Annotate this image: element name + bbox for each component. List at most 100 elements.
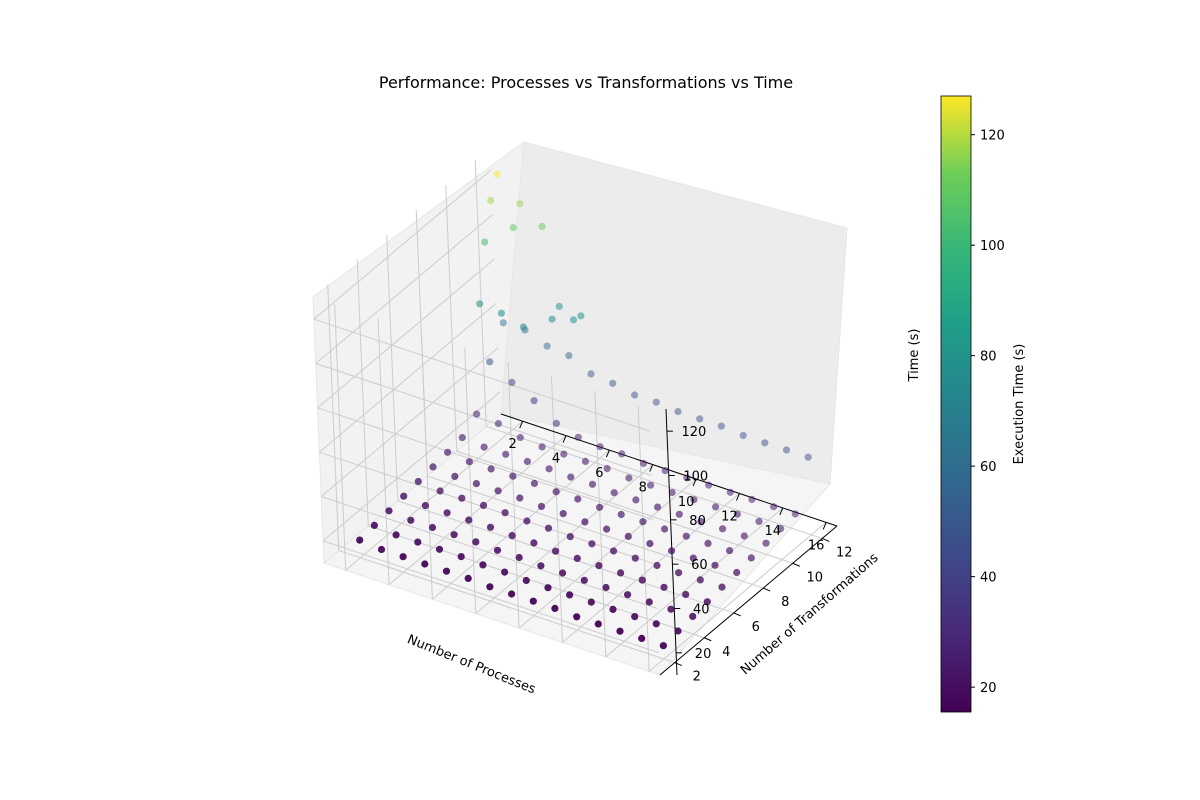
scatter-point — [400, 492, 408, 500]
scatter-point — [652, 398, 660, 406]
x-tick-mark — [605, 449, 610, 458]
scatter-point — [377, 545, 386, 554]
scatter-point — [538, 443, 546, 451]
scatter-point — [523, 517, 531, 525]
scatter-point — [609, 379, 617, 387]
x-grid-back — [464, 347, 477, 614]
z-grid-back — [315, 363, 652, 476]
ticks-layer: 2 4 6 8 10 12 14 16 2 4 6 8 10 12 20 40 60 80 100 120 — [509, 421, 853, 685]
scatter-point — [537, 502, 546, 510]
z-tick-label: 40 — [693, 603, 710, 618]
x-tick-mark — [649, 464, 654, 472]
scatter-point — [675, 569, 683, 577]
scatter-point — [508, 590, 516, 598]
scatter-point — [747, 554, 755, 562]
scatter-point — [739, 431, 747, 440]
x-tick-label: 2 — [509, 437, 517, 452]
scatter-point — [559, 509, 567, 518]
scatter-point — [442, 567, 451, 575]
colorbar-tick-label: 80 — [980, 350, 997, 365]
scatter-point — [537, 562, 545, 570]
x-tick-label: 16 — [808, 538, 825, 553]
scatter-point — [399, 553, 407, 561]
scatter-point — [522, 576, 530, 585]
scatter-point — [444, 448, 452, 456]
colorbar-gradient — [940, 95, 972, 713]
scatter-point — [610, 547, 618, 555]
scatter-point — [519, 323, 528, 331]
y-tick-label: 10 — [806, 570, 823, 585]
scatter-point — [421, 560, 429, 568]
scatter-point — [494, 420, 502, 428]
scatter-point — [464, 574, 472, 583]
scatter-point — [638, 634, 646, 643]
scatter-point — [733, 568, 741, 577]
scatter-point — [573, 554, 581, 563]
scatter-point — [704, 539, 712, 548]
x-grid-floor — [345, 420, 523, 571]
scatter-point — [697, 518, 705, 526]
scatter-point — [385, 507, 393, 515]
y-grid-floor — [397, 500, 734, 614]
x-grid-back — [637, 405, 650, 672]
scatter-point — [668, 488, 676, 497]
scatter-point — [486, 523, 495, 531]
z-grid-back — [313, 318, 651, 432]
scatter-point — [370, 521, 378, 530]
scatter-point — [603, 525, 611, 533]
colorbar-ticks: 20 40 60 80 100 120 — [971, 129, 1005, 696]
colorbar-tick-label: 60 — [980, 460, 997, 475]
x-grid-back — [550, 376, 563, 643]
scatter-point — [458, 434, 466, 442]
y-grid-left — [445, 185, 458, 452]
scatter-point — [472, 538, 480, 546]
z-grid-left — [315, 214, 494, 364]
x-grid-floor — [475, 464, 654, 614]
scatter-point — [414, 538, 422, 546]
scatter-point — [581, 518, 589, 526]
scatter-point — [646, 540, 654, 548]
scatter-point — [653, 561, 661, 570]
grid-lines — [313, 160, 827, 672]
scatter-point — [587, 598, 595, 606]
z-grid-left — [313, 169, 492, 320]
scatter-point — [545, 465, 553, 473]
colorbar: 20 40 60 80 100 120 Execution Time (s) — [940, 95, 1027, 713]
scatter-point — [494, 487, 502, 495]
scatter-point — [624, 591, 632, 599]
scatter-point — [667, 605, 675, 613]
scatter-point — [481, 238, 489, 246]
scatter-point — [711, 561, 719, 569]
scatter-point — [543, 342, 551, 350]
scatter-point — [631, 391, 639, 399]
scatter-point — [624, 532, 632, 541]
scatter-point — [755, 517, 763, 526]
scatter-point — [486, 358, 494, 366]
z-tick-label: 60 — [691, 558, 708, 573]
scatter-point — [451, 472, 459, 480]
scatter-point — [544, 584, 552, 592]
scatter-point — [610, 489, 618, 497]
scatter-point — [682, 532, 690, 540]
scatter-point — [647, 481, 655, 489]
y-tick-mark — [822, 537, 830, 542]
scatter-point — [530, 397, 538, 405]
x-tick-label: 10 — [678, 495, 695, 510]
scatter-point — [555, 302, 563, 310]
scatter-point — [804, 453, 812, 461]
y-tick-mark — [763, 587, 771, 592]
x-grid-floor — [605, 507, 784, 658]
scatter-point — [703, 598, 711, 606]
scatter-point — [473, 410, 481, 418]
scatter-point — [659, 642, 668, 650]
scatter-point — [476, 300, 484, 308]
x-grid-floor — [388, 435, 567, 586]
scatter-point — [660, 583, 668, 591]
x-tick-label: 12 — [721, 509, 738, 524]
scatter-point — [429, 463, 437, 471]
x-tick-mark — [735, 493, 740, 501]
colorbar-tick-label: 20 — [980, 681, 997, 696]
scatter-point — [761, 439, 769, 447]
scatter-point — [479, 501, 488, 509]
scatter-point — [674, 627, 682, 635]
